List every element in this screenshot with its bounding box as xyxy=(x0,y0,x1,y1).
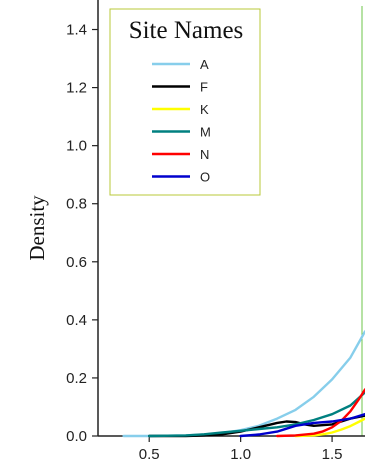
density-curve-k xyxy=(294,417,365,438)
density-curves xyxy=(122,330,365,438)
density-curve-f xyxy=(148,414,365,438)
legend-label-n: N xyxy=(200,147,209,162)
legend-label-a: A xyxy=(200,57,209,72)
y-tick-label: 0.6 xyxy=(66,254,87,271)
y-tick-label: 0.4 xyxy=(66,312,87,329)
x-tick-label: 1.0 xyxy=(230,446,251,463)
legend-label-f: F xyxy=(200,80,208,95)
legend-label-o: O xyxy=(200,170,210,185)
y-tick-label: 1.2 xyxy=(66,80,87,97)
legend-title: Site Names xyxy=(129,17,244,44)
x-tick-label: 1.5 xyxy=(322,446,343,463)
y-tick-label: 0.2 xyxy=(66,370,87,387)
y-axis-title: Density xyxy=(25,195,49,261)
density-curve-m xyxy=(148,391,365,438)
legend-label-m: M xyxy=(200,125,211,140)
y-tick-label: 1.4 xyxy=(66,22,87,39)
y-tick-label: 0.0 xyxy=(66,428,87,445)
y-tick-label: 1.0 xyxy=(66,138,87,155)
density-curve-n xyxy=(276,388,365,438)
legend-label-k: K xyxy=(200,102,209,117)
y-axis-ticks: 0.0 0.2 0.4 0.6 0.8 1.0 1.2 1.4 xyxy=(66,22,98,445)
x-tick-label: 0.5 xyxy=(139,446,160,463)
density-curve-o xyxy=(239,413,365,438)
legend-box xyxy=(109,8,261,196)
y-tick-label: 0.8 xyxy=(66,196,87,213)
x-axis-ticks: 0.5 1.0 1.5 xyxy=(139,436,343,463)
density-curve-a xyxy=(122,330,365,438)
